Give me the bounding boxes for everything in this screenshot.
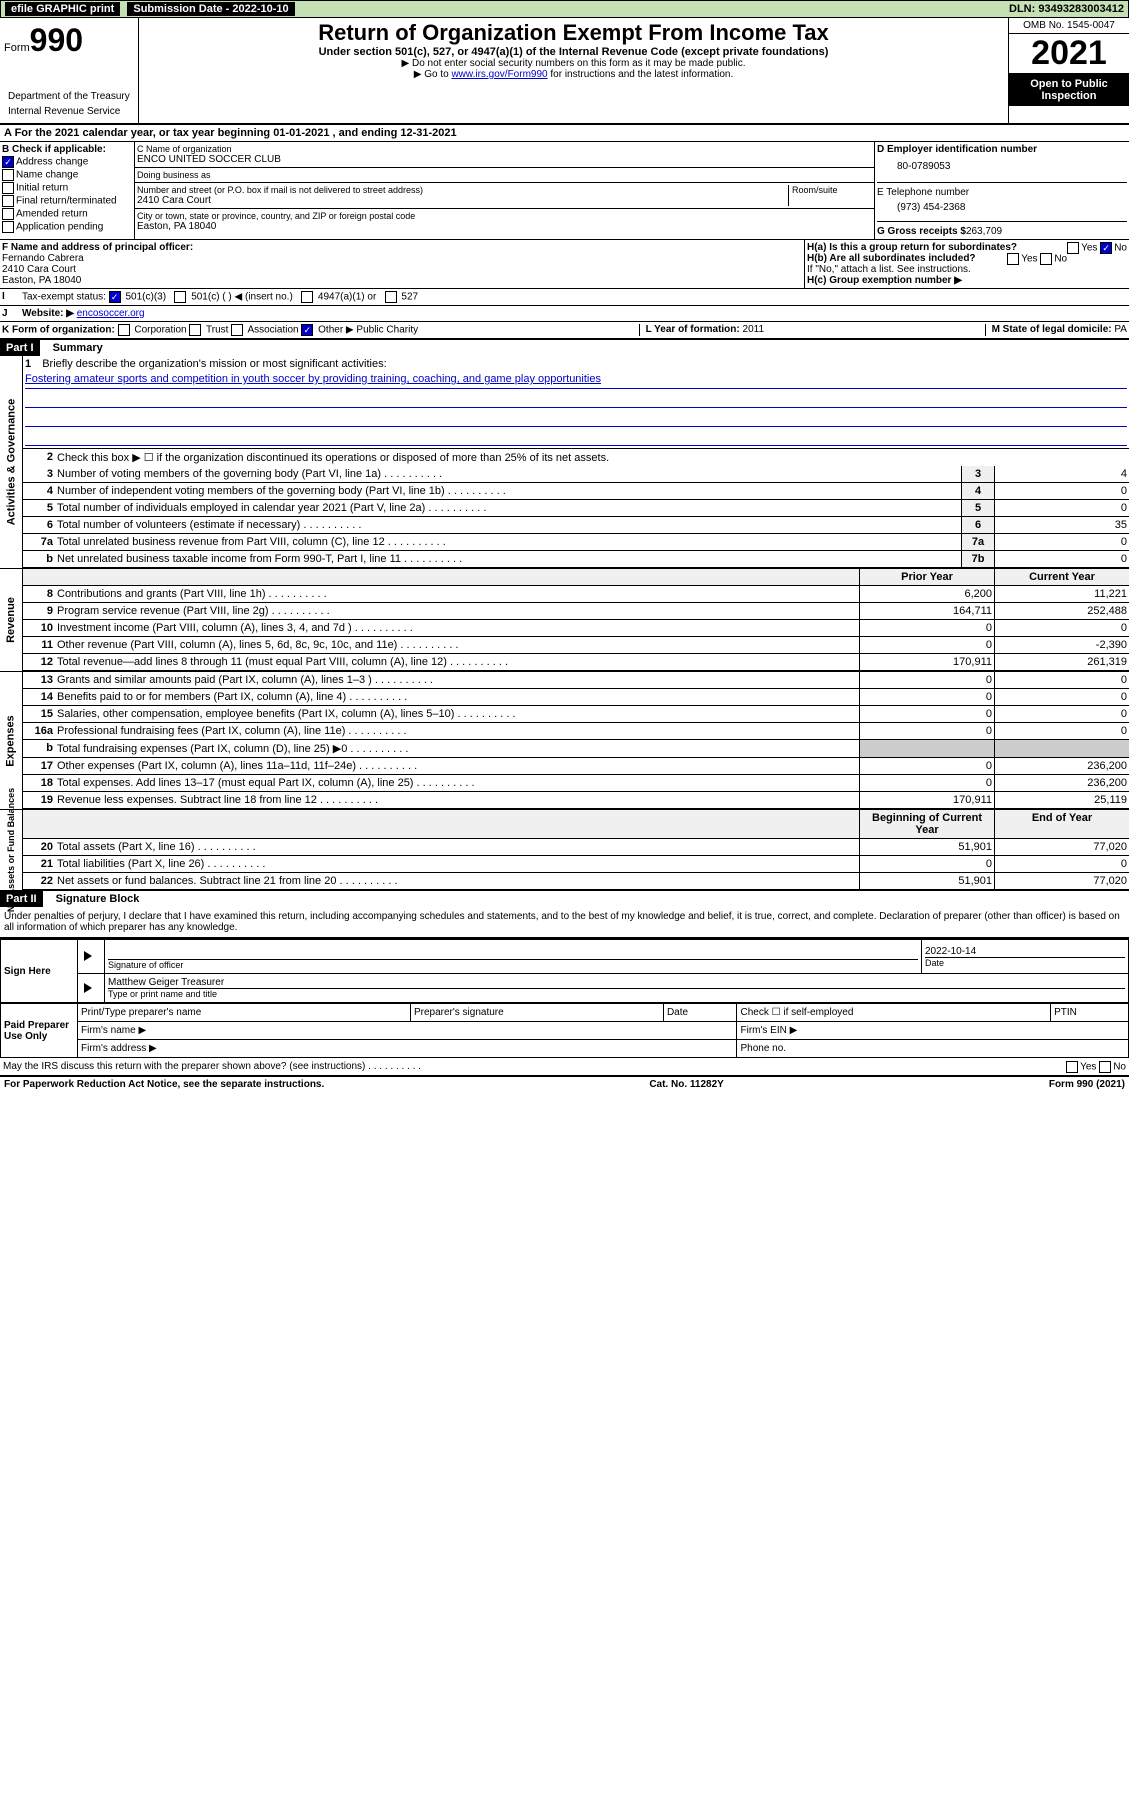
- part-i-body: Activities & Governance 1 Briefly descri…: [0, 356, 1129, 569]
- box-c: C Name of organization ENCO UNITED SOCCE…: [135, 142, 875, 239]
- line-b: bNet unrelated business taxable income f…: [23, 551, 1129, 568]
- line-12: 12Total revenue—add lines 8 through 11 (…: [23, 654, 1129, 671]
- line-10: 10Investment income (Part VIII, column (…: [23, 620, 1129, 637]
- line-15: 15Salaries, other compensation, employee…: [23, 706, 1129, 723]
- net-assets-section: Net Assets or Fund Balances Beginning of…: [0, 810, 1129, 891]
- form-number: 990: [30, 22, 83, 58]
- omb-number: OMB No. 1545-0047: [1009, 18, 1129, 34]
- org-name: ENCO UNITED SOCCER CLUB: [137, 154, 872, 165]
- row-fh: F Name and address of principal officer:…: [0, 240, 1129, 289]
- arrow-icon: [84, 951, 92, 961]
- line-18: 18Total expenses. Add lines 13–17 (must …: [23, 775, 1129, 792]
- line-11: 11Other revenue (Part VIII, column (A), …: [23, 637, 1129, 654]
- gross-receipts: 263,709: [966, 226, 1002, 237]
- topbar: efile GRAPHIC print Submission Date - 20…: [0, 0, 1129, 18]
- line-9: 9Program service revenue (Part VIII, lin…: [23, 603, 1129, 620]
- line-14: 14Benefits paid to or for members (Part …: [23, 689, 1129, 706]
- discuss-row: May the IRS discuss this return with the…: [0, 1058, 1129, 1077]
- website-link[interactable]: encosoccer.org: [77, 308, 145, 319]
- part-ii-header: Part II Signature Block: [0, 891, 1129, 907]
- row-j: J Website: ▶ encosoccer.org: [0, 306, 1129, 322]
- subtitle-2: ▶ Do not enter social security numbers o…: [141, 58, 1006, 69]
- chk-name-change[interactable]: Name change: [2, 169, 132, 181]
- line-5: 5Total number of individuals employed in…: [23, 500, 1129, 517]
- city-state-zip: Easton, PA 18040: [137, 221, 872, 232]
- officer-sign-name: Matthew Geiger Treasurer: [108, 977, 1125, 989]
- submission-date: Submission Date - 2022-10-10: [127, 2, 294, 16]
- page-footer: For Paperwork Reduction Act Notice, see …: [0, 1077, 1129, 1092]
- revenue-section: Revenue Prior YearCurrent Year 8Contribu…: [0, 569, 1129, 672]
- mission-text: Fostering amateur sports and competition…: [25, 370, 1127, 389]
- telephone: (973) 454-2368: [877, 198, 1127, 217]
- ein: 80-0789053: [877, 155, 1127, 178]
- part-i-header: Part I Summary: [0, 340, 1129, 356]
- officer-addr1: 2410 Cara Court: [2, 264, 802, 275]
- chk-amended[interactable]: Amended return: [2, 208, 132, 220]
- chk-pending[interactable]: Application pending: [2, 221, 132, 233]
- expenses-section: Expenses 13Grants and similar amounts pa…: [0, 672, 1129, 810]
- row-klm: K Form of organization: Corporation Trus…: [0, 322, 1129, 340]
- irs-link[interactable]: www.irs.gov/Form990: [451, 69, 547, 80]
- year-line-a: A For the 2021 calendar year, or tax yea…: [0, 125, 1129, 142]
- line-3: 3Number of voting members of the governi…: [23, 466, 1129, 483]
- arrow-icon: [84, 983, 92, 993]
- efile-button[interactable]: efile GRAPHIC print: [5, 2, 120, 16]
- box-b: B Check if applicable: ✓Address change N…: [0, 142, 135, 239]
- year-formation: 2011: [743, 324, 765, 335]
- chk-initial-return[interactable]: Initial return: [2, 182, 132, 194]
- officer-addr2: Easton, PA 18040: [2, 275, 802, 286]
- vert-activities: Activities & Governance: [0, 356, 23, 568]
- line-6: 6Total number of volunteers (estimate if…: [23, 517, 1129, 534]
- form-prefix: Form: [4, 42, 30, 54]
- line-21: 21Total liabilities (Part X, line 26)00: [23, 856, 1129, 873]
- state-domicile: PA: [1114, 324, 1127, 335]
- line-8: 8Contributions and grants (Part VIII, li…: [23, 586, 1129, 603]
- row-i: I Tax-exempt status: ✓ 501(c)(3) 501(c) …: [0, 289, 1129, 306]
- chk-address-change[interactable]: ✓Address change: [2, 156, 132, 168]
- line-b: bTotal fundraising expenses (Part IX, co…: [23, 740, 1129, 758]
- subtitle-3: ▶ Go to www.irs.gov/Form990 for instruct…: [141, 69, 1006, 80]
- line-20: 20Total assets (Part X, line 16)51,90177…: [23, 839, 1129, 856]
- street-address: 2410 Cara Court: [137, 195, 788, 206]
- dept-treasury: Department of the Treasury: [4, 89, 134, 104]
- line-7a: 7aTotal unrelated business revenue from …: [23, 534, 1129, 551]
- sign-here-block: Sign Here Signature of officer 2022-10-1…: [0, 939, 1129, 1003]
- sign-date: 2022-10-14: [925, 946, 1125, 958]
- line-13: 13Grants and similar amounts paid (Part …: [23, 672, 1129, 689]
- penalties-text: Under penalties of perjury, I declare th…: [0, 907, 1129, 939]
- chk-final-return[interactable]: Final return/terminated: [2, 195, 132, 207]
- line-4: 4Number of independent voting members of…: [23, 483, 1129, 500]
- subtitle-1: Under section 501(c), 527, or 4947(a)(1)…: [141, 46, 1006, 58]
- dln: DLN: 93493283003412: [1009, 3, 1124, 15]
- officer-name: Fernando Cabrera: [2, 253, 802, 264]
- paid-preparer-block: Paid Preparer Use Only Print/Type prepar…: [0, 1003, 1129, 1058]
- box-deg: D Employer identification number 80-0789…: [875, 142, 1129, 239]
- line-19: 19Revenue less expenses. Subtract line 1…: [23, 792, 1129, 809]
- section-bcd: B Check if applicable: ✓Address change N…: [0, 142, 1129, 240]
- vert-revenue: Revenue: [0, 569, 23, 671]
- line-17: 17Other expenses (Part IX, column (A), l…: [23, 758, 1129, 775]
- room-suite-label: Room/suite: [788, 185, 872, 206]
- form-header: Form990 Department of the Treasury Inter…: [0, 18, 1129, 125]
- form-title: Return of Organization Exempt From Incom…: [141, 20, 1006, 46]
- vert-net-assets: Net Assets or Fund Balances: [0, 810, 23, 890]
- irs-label: Internal Revenue Service: [4, 104, 134, 119]
- tax-year: 2021: [1009, 34, 1129, 74]
- open-inspection: Open to Public Inspection: [1009, 74, 1129, 106]
- line-16a: 16aProfessional fundraising fees (Part I…: [23, 723, 1129, 740]
- line-22: 22Net assets or fund balances. Subtract …: [23, 873, 1129, 890]
